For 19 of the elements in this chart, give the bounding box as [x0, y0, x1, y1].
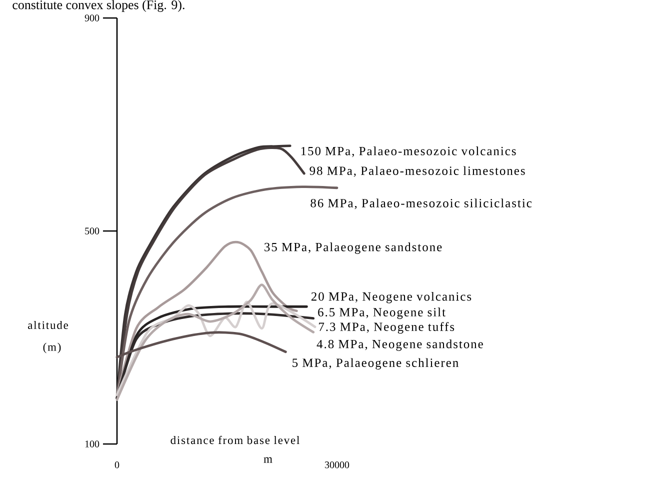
- x-tick-label: 30000: [325, 462, 350, 468]
- y-tick-label: 500: [85, 228, 100, 234]
- x-tick-label: 0: [114, 462, 120, 468]
- series-label: 20 MPa, Neogene volcanics: [311, 292, 472, 304]
- series-label: 7.3 MPa, Neogene tuffs: [319, 322, 454, 334]
- series-label: 5 MPa, Palaeogene schlieren: [292, 358, 458, 370]
- series-label: 150 MPa, Palaeo-mesozoic volcanics: [301, 146, 516, 158]
- x-axis-title: distance from base level: [170, 436, 300, 444]
- y-tick-label: 100: [85, 440, 100, 448]
- series-label: 86 MPa, Palaeo-mesozoic siliciclastic: [310, 198, 532, 210]
- series-label: 98 MPa, Palaeo-mesozoic limestones: [310, 166, 525, 177]
- text: constitute convex slopes (Fig. 9).: [12, 0, 184, 12]
- series-label: 6.5 MPa, Neogene silt: [318, 308, 446, 319]
- text: m: [264, 457, 272, 463]
- text: (m): [43, 342, 61, 354]
- series-label: 4.8 MPa, Neogene sandstone: [316, 340, 483, 351]
- series-label: 35 MPa, Palaeogene sandstone: [264, 242, 442, 254]
- y-axis-title: altitude: [28, 320, 68, 330]
- y-tick-label: 900: [84, 14, 100, 22]
